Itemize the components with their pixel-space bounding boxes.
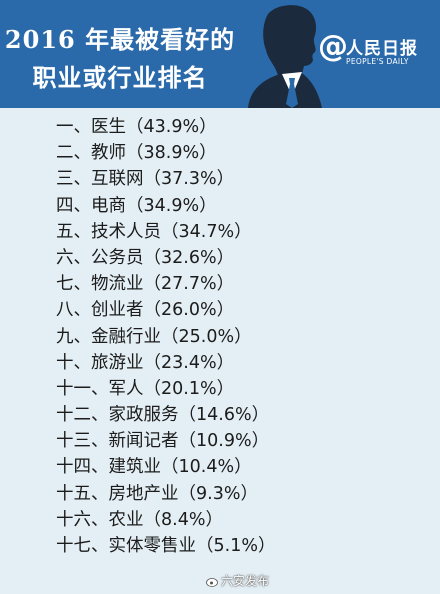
list-item: 三、互联网（37.3%） bbox=[56, 169, 235, 190]
title-line-2: 职业或行业排名 bbox=[32, 63, 208, 92]
list-item: 十六、农业（8.4%） bbox=[56, 509, 223, 530]
list-item: 十五、房地产业（9.3%） bbox=[56, 483, 258, 504]
list-item: 十三、新闻记者（10.9%） bbox=[56, 431, 270, 452]
list-item: 十、旅游业（23.4%） bbox=[56, 352, 235, 373]
list-item: 八、创业者（26.0%） bbox=[56, 300, 235, 321]
list-item: 四、电商（34.9%） bbox=[56, 195, 217, 216]
list-item: 九、金融行业（25.0%） bbox=[56, 326, 252, 347]
title-line-1: 2016 年最被看好的 bbox=[4, 25, 236, 54]
list-item: 二、教师（38.9%） bbox=[56, 143, 217, 164]
list-item: 十七、实体零售业（5.1%） bbox=[56, 536, 276, 556]
watermark: 六安发布 bbox=[206, 572, 269, 589]
list-item: 一、医生（43.9%） bbox=[56, 117, 217, 137]
brand-name: 人民日报 bbox=[346, 39, 418, 59]
businessman-silhouette-icon bbox=[248, 5, 322, 108]
list-item: 五、技术人员（34.7%） bbox=[56, 221, 252, 242]
ranking-list: 一、医生（43.9%） 二、教师（38.9%） 三、互联网（37.3%） 四、电… bbox=[56, 114, 275, 559]
watermark-text: 六安发布 bbox=[221, 574, 270, 588]
list-item: 六、公务员（32.6%） bbox=[56, 247, 235, 268]
weibo-icon bbox=[206, 578, 218, 587]
brand-at-symbol: @ bbox=[318, 29, 348, 64]
list-item: 十一、军人（20.1%） bbox=[56, 378, 235, 399]
header-banner: 2016 年最被看好的 职业或行业排名 @ 人民日报 PEOPLE'S DAIL… bbox=[0, 0, 440, 108]
list-item: 七、物流业（27.7%） bbox=[56, 274, 235, 295]
brand-english-name: PEOPLE'S DAILY bbox=[346, 57, 409, 66]
list-item: 十二、家政服务（14.6%） bbox=[56, 405, 270, 426]
brand-logo: @ 人民日报 PEOPLE'S DAILY bbox=[318, 30, 436, 74]
list-item: 十四、建筑业（10.4%） bbox=[56, 457, 252, 478]
